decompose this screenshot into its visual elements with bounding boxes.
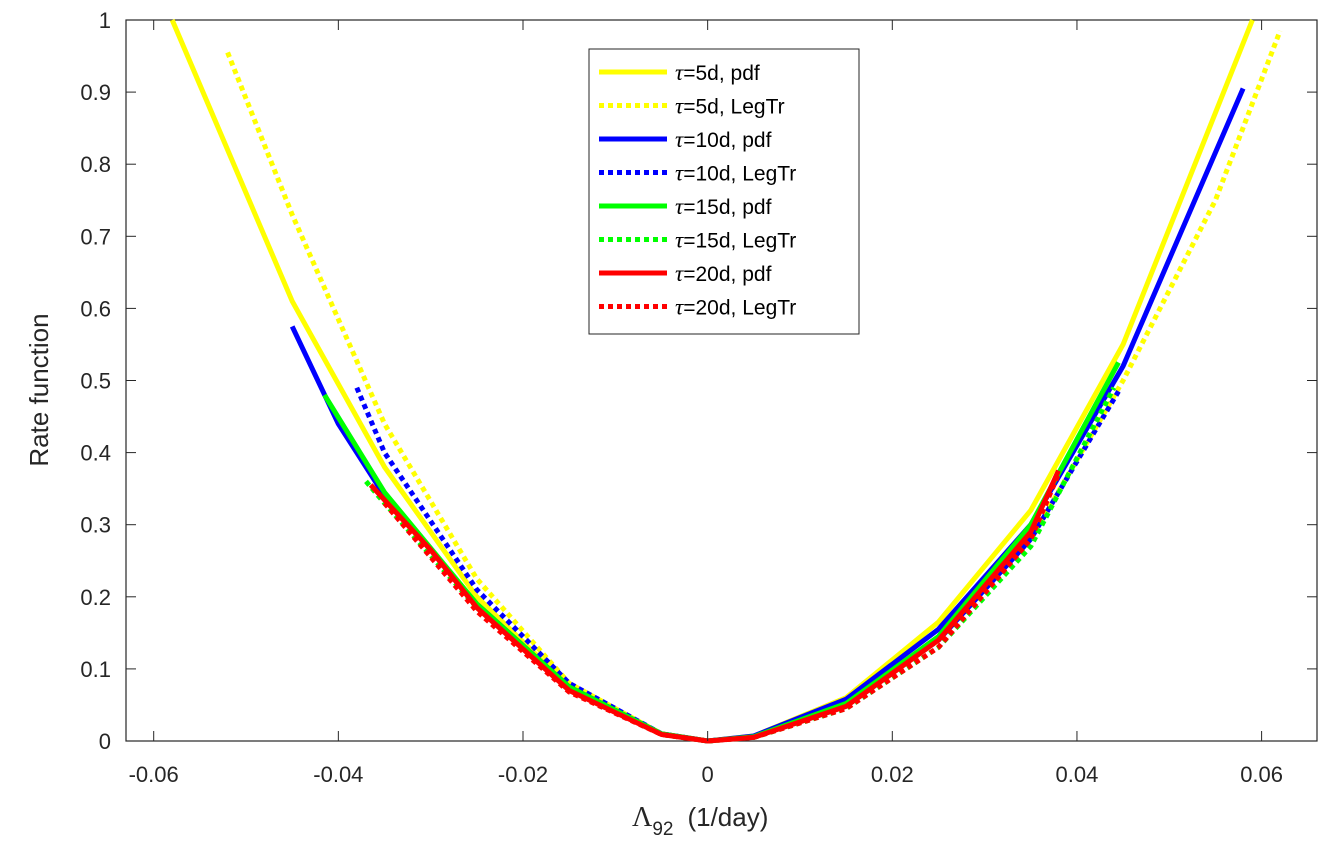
x-tick-label: -0.04 [313, 762, 363, 787]
legend-label-2: τ=10d, pdf [675, 127, 772, 152]
series-line-1 [225, 29, 1283, 744]
legend-tau-symbol: τ [675, 94, 684, 119]
x-axis-label: Λ92 (1/day) [632, 802, 768, 840]
legend-label-7: τ=20d, LegTr [675, 295, 796, 320]
legend-tau-symbol: τ [675, 194, 684, 219]
x-tick-label: -0.02 [498, 762, 548, 787]
x-tick-label: 0.04 [1056, 762, 1099, 787]
legend-tau-symbol: τ [675, 228, 684, 253]
y-tick-label: 1 [99, 8, 111, 33]
legend-label-0: τ=5d, pdf [675, 60, 760, 85]
x-axis-label-symbol: Λ [632, 802, 653, 833]
legend-label-3: τ=10d, LegTr [675, 161, 796, 186]
y-axis-ticks: 0 0.1 0.2 0.3 0.4 0.5 0.6 0.7 0.8 0.9 1 [80, 8, 1317, 754]
series-line-7 [382, 473, 1061, 744]
x-tick-label: 0 [702, 762, 714, 787]
y-tick-label: 0.1 [80, 657, 111, 682]
legend-label-1: τ=5d, LegTr [675, 94, 785, 119]
legend-label-text: =5d, LegTr [683, 96, 784, 119]
legend-label-text: =20d, pdf [683, 263, 771, 286]
y-tick-label: 0.4 [80, 441, 111, 466]
legend-label-text: =5d, pdf [683, 62, 760, 85]
y-tick-label: 0.6 [80, 296, 111, 321]
x-axis-ticks: -0.06 -0.04 -0.02 0 0.02 0.04 0.06 [129, 20, 1283, 787]
y-axis-label: Rate function [24, 313, 54, 466]
x-tick-label: 0.02 [871, 762, 914, 787]
y-tick-label: 0 [99, 729, 111, 754]
y-tick-label: 0.2 [80, 585, 111, 610]
y-tick-label: 0.3 [80, 513, 111, 538]
legend-tau-symbol: τ [675, 261, 684, 286]
x-axis-label-subscript: 92 [652, 819, 673, 840]
legend-label-6: τ=20d, pdf [675, 261, 772, 286]
legend-label-text: =10d, LegTr [683, 163, 796, 186]
legend-label-text: =15d, pdf [683, 196, 771, 219]
legend-label-text: =10d, pdf [683, 129, 771, 152]
x-tick-label: -0.06 [129, 762, 179, 787]
legend-box [588, 48, 860, 335]
x-axis-label-unit: (1/day) [687, 802, 768, 832]
y-tick-label: 0.5 [80, 369, 111, 394]
legend-tau-symbol: τ [675, 295, 684, 320]
legend-tau-symbol: τ [675, 60, 684, 85]
y-tick-label: 0.9 [80, 80, 111, 105]
y-tick-label: 0.7 [80, 224, 111, 249]
x-tick-label: 0.06 [1240, 762, 1283, 787]
legend-label-4: τ=15d, pdf [675, 194, 772, 219]
legend-label-text: =15d, LegTr [683, 230, 796, 253]
legend-label-text: =20d, LegTr [683, 297, 796, 320]
legend-label-5: τ=15d, LegTr [675, 228, 796, 253]
legend-tau-symbol: τ [675, 127, 684, 152]
legend-tau-symbol: τ [675, 161, 684, 186]
y-tick-label: 0.8 [80, 152, 111, 177]
